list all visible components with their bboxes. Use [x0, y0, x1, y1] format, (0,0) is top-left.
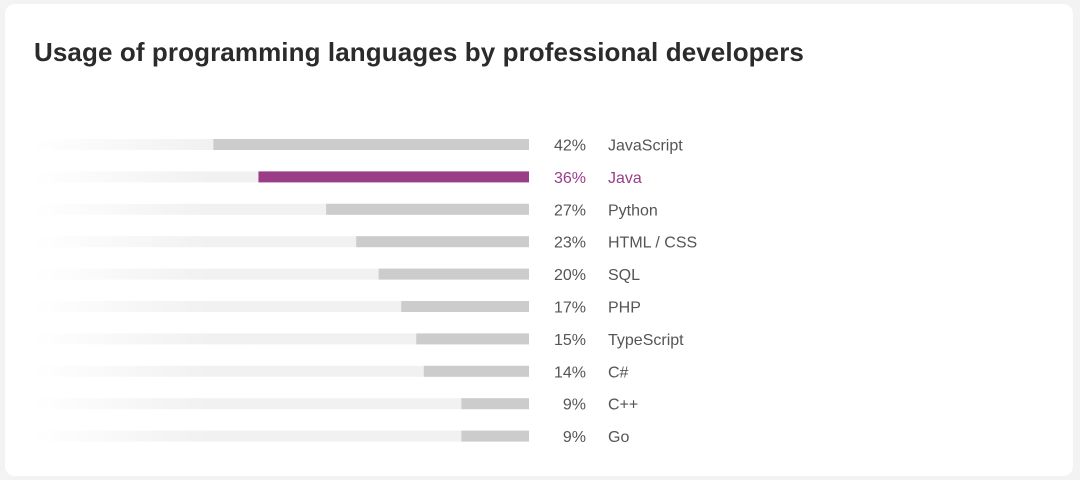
- bar-row-go: 9% Go: [33, 429, 629, 446]
- category-label-typescript: TypeScript: [608, 332, 684, 349]
- bar-track: [33, 398, 529, 410]
- bar-track: [33, 365, 529, 377]
- value-label-cplusplus: 9%: [563, 397, 586, 414]
- value-label-go: 9%: [563, 429, 586, 446]
- value-label-typescript: 15%: [554, 332, 586, 349]
- bar-sql[interactable]: [378, 268, 529, 280]
- bar-javascript[interactable]: [213, 139, 529, 150]
- bar-track: [33, 203, 529, 215]
- value-label-sql: 20%: [554, 267, 586, 284]
- bar-row-sql: 20% SQL: [33, 267, 640, 284]
- chart-title: Usage of programming languages by profes…: [34, 37, 804, 67]
- bar-csharp[interactable]: [423, 365, 529, 377]
- category-label-javascript: JavaScript: [608, 138, 683, 155]
- bar-row-java: 36% Java: [33, 170, 642, 187]
- bar-row-html-css: 23% HTML / CSS: [33, 235, 697, 252]
- category-label-csharp: C#: [608, 364, 629, 381]
- bar-java[interactable]: [258, 171, 529, 183]
- category-label-sql: SQL: [608, 267, 640, 284]
- bar-track: [33, 268, 529, 280]
- bar-python[interactable]: [326, 203, 529, 215]
- value-label-html-css: 23%: [554, 235, 586, 252]
- bar-row-cplusplus: 9% C++: [33, 397, 638, 414]
- bar-track: [33, 236, 529, 248]
- category-label-html-css: HTML / CSS: [608, 235, 697, 252]
- category-label-python: Python: [608, 202, 658, 219]
- bar-cplusplus[interactable]: [461, 398, 529, 410]
- bar-row-typescript: 15% TypeScript: [33, 332, 684, 349]
- bar-row-python: 27% Python: [33, 202, 658, 219]
- value-label-javascript: 42%: [554, 138, 586, 155]
- category-label-cplusplus: C++: [608, 397, 638, 414]
- category-label-go: Go: [608, 429, 629, 446]
- value-label-csharp: 14%: [554, 364, 586, 381]
- bar-chart: 42% JavaScript 36% Java 27% Python 23% HTML / C…: [33, 138, 697, 446]
- chart-card: Usage of programming languages by profes…: [5, 4, 1073, 476]
- category-label-php: PHP: [608, 300, 641, 317]
- bar-row-php: 17% PHP: [33, 300, 641, 317]
- value-label-python: 27%: [554, 202, 586, 219]
- bar-track: [33, 430, 529, 442]
- bar-go[interactable]: [461, 430, 529, 442]
- bar-typescript[interactable]: [416, 333, 529, 345]
- bar-row-javascript: 42% JavaScript: [33, 138, 683, 155]
- value-label-java: 36%: [554, 170, 586, 187]
- bar-row-csharp: 14% C#: [33, 364, 629, 381]
- bar-track: [33, 333, 529, 345]
- bar-html-css[interactable]: [356, 236, 529, 248]
- value-label-php: 17%: [554, 300, 586, 317]
- bar-track: [33, 301, 529, 312]
- category-label-java: Java: [608, 170, 642, 187]
- bar-php[interactable]: [401, 301, 529, 312]
